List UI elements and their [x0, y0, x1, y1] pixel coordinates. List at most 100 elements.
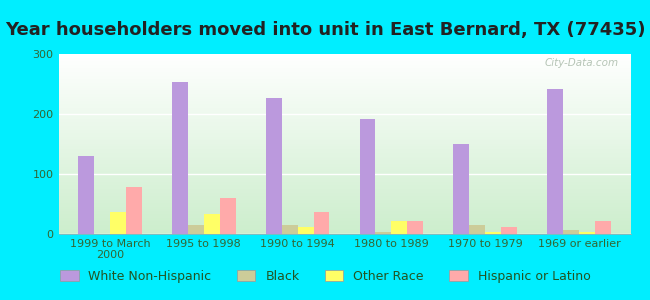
Bar: [58, 180, 630, 182]
Bar: [58, 112, 630, 113]
Bar: [58, 167, 630, 169]
Bar: [172, 82, 188, 234]
Bar: [58, 95, 630, 97]
Bar: [58, 218, 630, 220]
Bar: [58, 221, 630, 223]
Bar: [58, 135, 630, 137]
Bar: [58, 214, 630, 216]
Text: City-Data.com: City-Data.com: [545, 58, 619, 68]
Bar: [58, 119, 630, 121]
Bar: [58, 191, 630, 193]
Bar: [58, 137, 630, 139]
Bar: [58, 153, 630, 155]
Bar: [58, 79, 630, 81]
Bar: [58, 200, 630, 202]
Bar: [58, 175, 630, 176]
Bar: [58, 124, 630, 126]
Bar: [58, 94, 630, 95]
Bar: [58, 189, 630, 191]
Bar: [485, 232, 501, 234]
Bar: [58, 160, 630, 162]
Bar: [58, 77, 630, 79]
Bar: [58, 113, 630, 115]
Bar: [58, 148, 630, 149]
Bar: [58, 76, 630, 77]
Bar: [58, 110, 630, 112]
Bar: [58, 99, 630, 101]
Bar: [266, 98, 281, 234]
Bar: [58, 58, 630, 59]
Bar: [453, 144, 469, 234]
Bar: [58, 176, 630, 178]
Bar: [58, 203, 630, 205]
Bar: [281, 225, 298, 234]
Bar: [58, 155, 630, 157]
Bar: [298, 227, 313, 234]
Bar: [58, 171, 630, 173]
Bar: [58, 193, 630, 194]
Bar: [58, 59, 630, 61]
Bar: [58, 65, 630, 67]
Bar: [547, 89, 563, 234]
Bar: [58, 211, 630, 212]
Bar: [58, 126, 630, 128]
Bar: [126, 187, 142, 234]
Bar: [563, 230, 579, 234]
Bar: [58, 157, 630, 158]
Bar: [58, 205, 630, 207]
Bar: [58, 92, 630, 94]
Bar: [78, 156, 94, 234]
Bar: [58, 70, 630, 72]
Bar: [469, 225, 485, 234]
Bar: [58, 139, 630, 140]
Bar: [58, 216, 630, 218]
Bar: [58, 63, 630, 65]
Bar: [501, 227, 517, 234]
Bar: [58, 85, 630, 86]
Bar: [58, 209, 630, 211]
Bar: [58, 149, 630, 151]
Bar: [58, 185, 630, 187]
Bar: [58, 220, 630, 221]
Bar: [58, 108, 630, 110]
Bar: [58, 97, 630, 99]
Bar: [58, 194, 630, 196]
Bar: [359, 119, 376, 234]
Bar: [58, 151, 630, 153]
Bar: [408, 221, 423, 234]
Bar: [58, 212, 630, 214]
Bar: [58, 81, 630, 83]
Bar: [58, 106, 630, 108]
Bar: [58, 115, 630, 117]
Bar: [188, 225, 204, 234]
Bar: [58, 144, 630, 146]
Bar: [58, 230, 630, 232]
Bar: [58, 101, 630, 103]
Bar: [391, 221, 408, 234]
Bar: [58, 122, 630, 124]
Bar: [58, 207, 630, 209]
Bar: [58, 61, 630, 63]
Bar: [58, 74, 630, 76]
Bar: [58, 88, 630, 90]
Bar: [58, 162, 630, 164]
Text: Year householders moved into unit in East Bernard, TX (77435): Year householders moved into unit in Eas…: [5, 21, 645, 39]
Bar: [58, 86, 630, 88]
Bar: [58, 178, 630, 180]
Legend: White Non-Hispanic, Black, Other Race, Hispanic or Latino: White Non-Hispanic, Black, Other Race, H…: [55, 265, 595, 288]
Bar: [595, 221, 611, 234]
Bar: [58, 164, 630, 166]
Bar: [58, 229, 630, 230]
Bar: [58, 225, 630, 227]
Bar: [58, 130, 630, 131]
Bar: [58, 169, 630, 171]
Bar: [58, 56, 630, 58]
Bar: [58, 72, 630, 74]
Bar: [58, 121, 630, 122]
Bar: [579, 232, 595, 234]
Bar: [58, 90, 630, 92]
Bar: [58, 104, 630, 106]
Bar: [58, 128, 630, 130]
Bar: [58, 223, 630, 225]
Bar: [58, 184, 630, 185]
